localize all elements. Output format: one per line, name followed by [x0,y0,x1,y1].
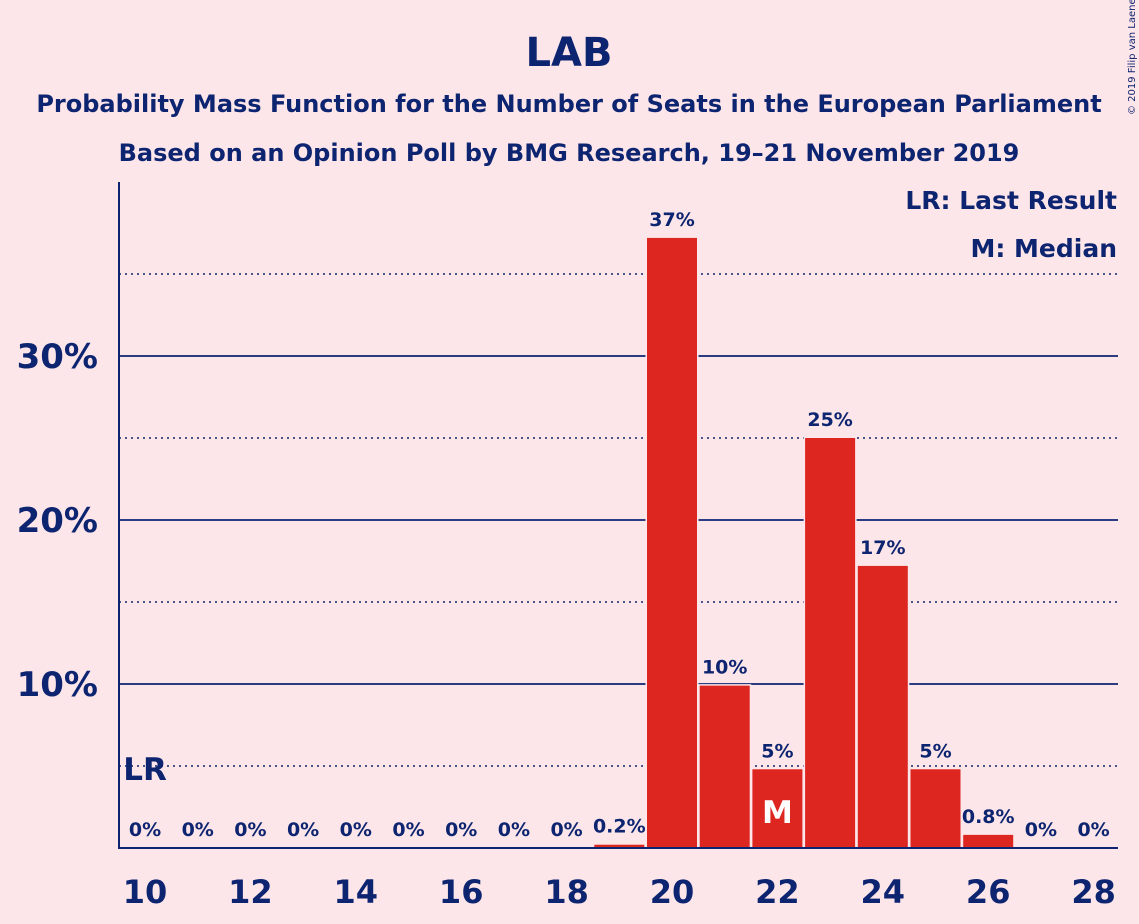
chart-subtitle-line1: Probability Mass Function for the Number… [36,90,1101,118]
x-tick-label: 20 [650,873,695,911]
x-tick-label: 12 [228,873,273,911]
bar-seat-26 [963,834,1014,848]
y-axis-ticks: 10% 20% 30% [17,337,98,705]
median-marker: M [762,795,793,831]
bar-seat-21 [699,685,750,848]
data-label-seat-27: 0% [1025,819,1057,841]
bar-seat-20 [647,237,697,849]
data-label-seat-14: 0% [340,819,372,841]
data-label-seat-25: 5% [919,740,951,762]
x-tick-label: 16 [439,873,484,911]
data-label-seat-12: 0% [234,819,266,841]
x-tick-label: 22 [755,873,800,911]
data-label-seat-17: 0% [498,819,530,841]
data-label-seat-22: 5% [761,740,793,762]
x-axis-ticks: 10 12 14 16 18 20 22 24 26 28 [123,873,1116,911]
bar-seat-24 [857,565,908,848]
data-label-seat-10: 0% [129,819,161,841]
chart-subtitle-line2: Based on an Opinion Poll by BMG Research… [119,139,1020,167]
data-label-seat-20: 37% [649,209,694,231]
data-label-seat-19: 0.2% [593,816,646,838]
last-result-marker: LR [123,752,167,788]
bar-seat-25 [910,769,961,848]
data-label-seat-15: 0% [392,819,424,841]
x-tick-label: 28 [1071,873,1116,911]
x-tick-label: 24 [861,873,906,911]
data-label-seat-23: 25% [807,409,852,431]
x-tick-label: 14 [334,873,379,911]
y-tick-label: 20% [17,501,98,541]
data-label-seat-13: 0% [287,819,319,841]
legend-median: M: Median [970,234,1117,263]
y-tick-label: 10% [17,665,98,705]
chart-title: LAB [526,30,613,76]
data-label-seat-16: 0% [445,819,477,841]
x-tick-label: 10 [123,873,168,911]
bar-seat-23 [805,438,856,848]
copyright-note: © 2019 Filip van Laenen [1127,0,1138,115]
y-tick-label: 30% [17,337,98,377]
data-label-seat-24: 17% [860,537,905,559]
x-tick-label: 26 [966,873,1011,911]
bars [592,236,1015,849]
legend-last-result: LR: Last Result [905,186,1117,215]
grid-lines [119,273,1118,767]
bar-seat-19 [594,844,645,848]
data-label-seat-11: 0% [182,819,214,841]
data-label-seat-18: 0% [550,819,582,841]
data-label-seat-21: 10% [702,657,747,679]
data-label-seat-26: 0.8% [962,806,1015,828]
data-label-seat-28: 0% [1077,819,1109,841]
data-labels: 0% 0% 0% 0% 0% 0% 0% 0% 0% 0.2% 37% 10% 5% 25% 17% 5% 0.… [129,209,1110,841]
bar-seat-22 [752,769,803,848]
x-tick-label: 18 [544,873,589,911]
